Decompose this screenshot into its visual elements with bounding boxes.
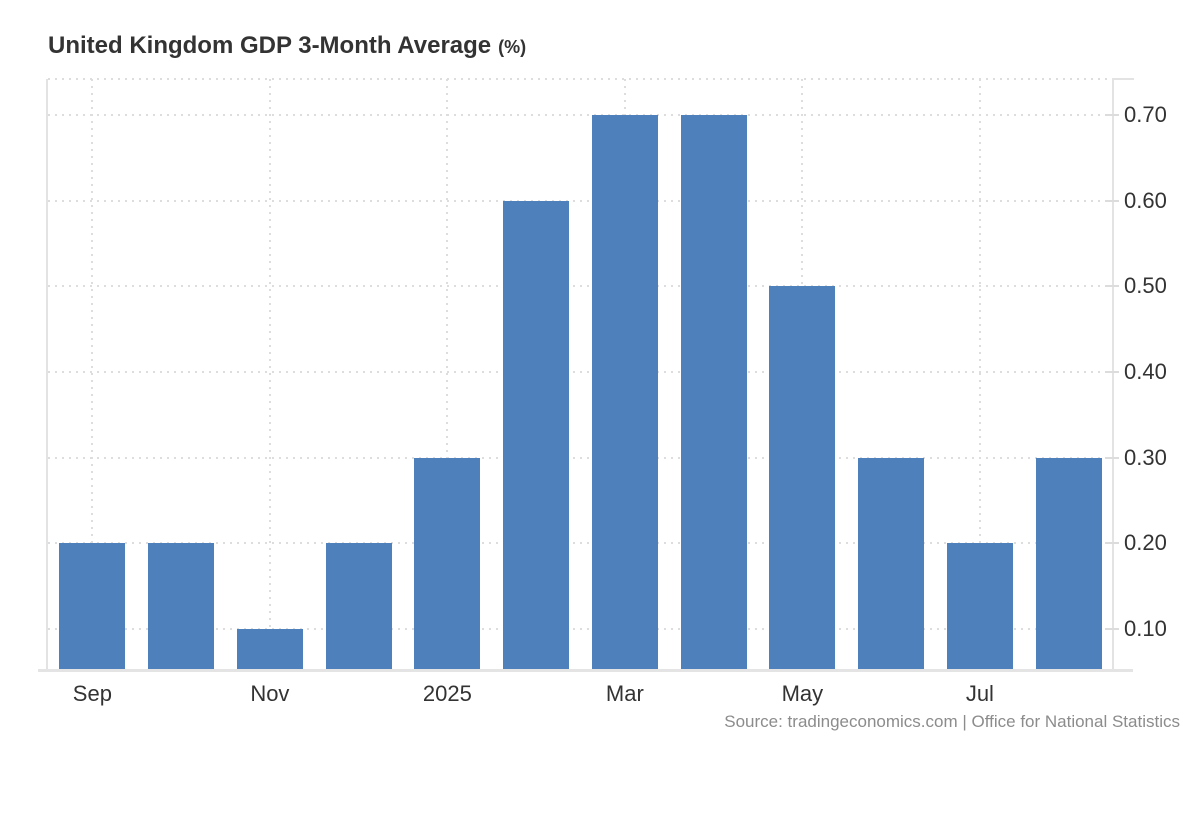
chart-title-text: United Kingdom GDP 3-Month Average: [48, 32, 492, 59]
plot-border-top: [48, 78, 1113, 80]
bar-aug[interactable]: [1035, 457, 1102, 669]
bar-mar[interactable]: [591, 114, 658, 669]
bar-may[interactable]: [769, 286, 836, 669]
bar-dec[interactable]: [325, 543, 392, 669]
x-tick-label-2025: 2025: [422, 681, 472, 706]
x-tick-label-sep: Sep: [72, 681, 112, 706]
y-tick-label-0.70: 0.70: [1124, 101, 1167, 127]
axis-tick-0.40: [1105, 370, 1119, 373]
gridline-h-0.20: [48, 542, 1113, 545]
bar-jan[interactable]: [414, 457, 481, 669]
y-axis-line: [1112, 79, 1114, 670]
gridline-h-0.60: [48, 199, 1113, 202]
axis-tick-0.20: [1105, 542, 1119, 545]
gridline-v-2025: [446, 79, 449, 668]
bar-jul[interactable]: [946, 543, 1013, 669]
plot-border-left: [46, 79, 48, 670]
gridline-v-nov: [268, 79, 271, 668]
bar-feb[interactable]: [503, 200, 570, 669]
y-axis-top-cap: [1112, 78, 1134, 80]
gridline-h-0.40: [48, 370, 1113, 373]
chart-title: United Kingdom GDP 3-Month Average (%): [48, 32, 526, 60]
axis-tick-0.10: [1105, 627, 1119, 630]
y-tick-label-0.30: 0.30: [1124, 444, 1167, 470]
bar-jun[interactable]: [858, 457, 925, 669]
axis-tick-0.30: [1105, 456, 1119, 459]
axis-tick-0.50: [1105, 285, 1119, 288]
axis-tick-0.70: [1105, 113, 1119, 116]
bar-nov[interactable]: [236, 628, 303, 669]
y-tick-label-0.50: 0.50: [1124, 273, 1167, 299]
x-tick-label-may: May: [781, 681, 824, 706]
gridline-v-jul: [978, 79, 981, 668]
y-tick-label-0.10: 0.10: [1124, 615, 1167, 641]
chart-title-unit: (%): [498, 37, 527, 57]
bar-oct[interactable]: [148, 543, 215, 669]
gridline-v-sep: [91, 79, 94, 668]
gridline-h-0.30: [48, 456, 1113, 459]
y-tick-label-0.20: 0.20: [1124, 530, 1167, 556]
gridline-h-0.50: [48, 285, 1113, 288]
source-attribution: Source: tradingeconomics.com | Office fo…: [724, 712, 1180, 731]
axis-tick-0.60: [1105, 199, 1119, 202]
x-tick-label-mar: Mar: [605, 681, 644, 706]
bar-apr[interactable]: [680, 114, 747, 669]
x-tick-label-nov: Nov: [250, 681, 290, 706]
y-tick-label-0.60: 0.60: [1124, 187, 1167, 213]
gridline-h-0.10: [48, 627, 1113, 630]
y-tick-label-0.40: 0.40: [1124, 358, 1167, 384]
x-tick-label-jul: Jul: [965, 681, 994, 706]
gridline-h-0.70: [48, 113, 1113, 116]
bar-sep[interactable]: [59, 543, 126, 669]
x-axis-line: [38, 669, 1133, 672]
